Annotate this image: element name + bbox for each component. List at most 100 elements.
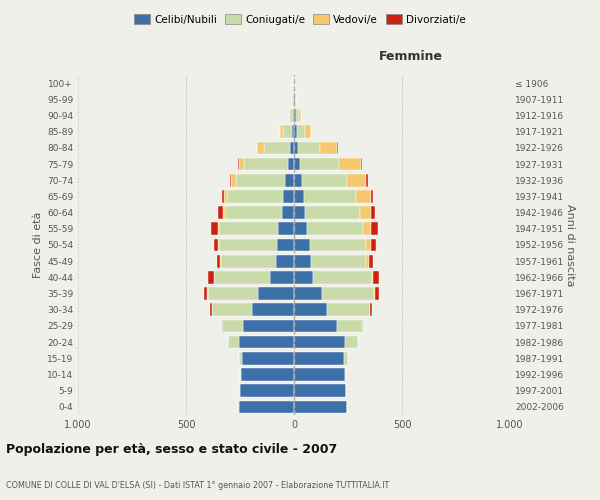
Bar: [371, 238, 376, 252]
Bar: [292, 93, 293, 106]
Text: Popolazione per età, sesso e stato civile - 2007: Popolazione per età, sesso e stato civil…: [6, 442, 337, 456]
Bar: [287, 158, 294, 170]
Bar: [294, 320, 337, 332]
Bar: [232, 174, 236, 186]
Bar: [238, 158, 239, 170]
Bar: [277, 238, 294, 252]
Bar: [230, 174, 232, 186]
Bar: [227, 190, 283, 202]
Bar: [221, 320, 243, 332]
Bar: [296, 109, 299, 122]
Bar: [283, 190, 294, 202]
Bar: [240, 384, 294, 397]
Bar: [211, 222, 218, 235]
Bar: [371, 222, 378, 235]
Bar: [313, 271, 372, 283]
Bar: [290, 109, 293, 122]
Bar: [228, 336, 239, 348]
Bar: [307, 222, 363, 235]
Bar: [214, 238, 218, 252]
Bar: [367, 238, 371, 252]
Bar: [367, 255, 368, 268]
Bar: [212, 304, 252, 316]
Bar: [221, 190, 224, 202]
Bar: [259, 288, 294, 300]
Bar: [278, 222, 294, 235]
Bar: [294, 400, 347, 413]
Bar: [344, 352, 348, 364]
Bar: [294, 190, 304, 202]
Bar: [299, 109, 301, 122]
Bar: [370, 304, 373, 316]
Bar: [337, 320, 363, 332]
Bar: [294, 206, 305, 219]
Bar: [375, 288, 379, 300]
Bar: [294, 304, 328, 316]
Bar: [294, 288, 322, 300]
Bar: [239, 336, 294, 348]
Y-axis label: Fasce di età: Fasce di età: [33, 212, 43, 278]
Bar: [286, 174, 294, 186]
Bar: [241, 368, 294, 381]
Bar: [328, 304, 370, 316]
Bar: [236, 174, 286, 186]
Bar: [280, 126, 283, 138]
Bar: [294, 109, 296, 122]
Bar: [340, 158, 361, 170]
Bar: [302, 174, 347, 186]
Bar: [371, 206, 375, 219]
Bar: [345, 368, 346, 381]
Bar: [294, 271, 313, 283]
Bar: [295, 93, 296, 106]
Bar: [220, 222, 278, 235]
Bar: [363, 222, 371, 235]
Bar: [257, 142, 264, 154]
Bar: [239, 352, 242, 364]
Bar: [320, 142, 337, 154]
Bar: [293, 109, 294, 122]
Bar: [298, 142, 320, 154]
Bar: [221, 255, 275, 268]
Legend: Celibi/Nubili, Coniugati/e, Vedovi/e, Divorziati/e: Celibi/Nubili, Coniugati/e, Vedovi/e, Di…: [130, 10, 470, 29]
Bar: [218, 206, 223, 219]
Bar: [294, 158, 301, 170]
Bar: [301, 158, 340, 170]
Bar: [294, 336, 345, 348]
Bar: [374, 288, 375, 300]
Bar: [220, 255, 221, 268]
Bar: [289, 109, 290, 122]
Bar: [224, 190, 227, 202]
Bar: [294, 93, 295, 106]
Bar: [345, 336, 358, 348]
Bar: [297, 126, 305, 138]
Y-axis label: Anni di nascita: Anni di nascita: [565, 204, 575, 286]
Bar: [252, 304, 294, 316]
Bar: [264, 142, 290, 154]
Bar: [225, 206, 282, 219]
Bar: [204, 288, 207, 300]
Bar: [275, 255, 294, 268]
Bar: [367, 174, 368, 186]
Bar: [223, 206, 225, 219]
Bar: [294, 174, 302, 186]
Bar: [217, 255, 220, 268]
Bar: [244, 158, 287, 170]
Bar: [243, 320, 294, 332]
Bar: [360, 206, 371, 219]
Bar: [371, 190, 373, 202]
Bar: [347, 174, 367, 186]
Bar: [373, 271, 379, 283]
Bar: [214, 271, 270, 283]
Bar: [294, 384, 346, 397]
Bar: [305, 126, 311, 138]
Bar: [208, 288, 259, 300]
Bar: [239, 400, 294, 413]
Bar: [294, 255, 311, 268]
Bar: [294, 368, 345, 381]
Bar: [356, 190, 371, 202]
Bar: [294, 238, 310, 252]
Bar: [372, 271, 373, 283]
Bar: [304, 190, 356, 202]
Bar: [210, 304, 212, 316]
Bar: [311, 255, 367, 268]
